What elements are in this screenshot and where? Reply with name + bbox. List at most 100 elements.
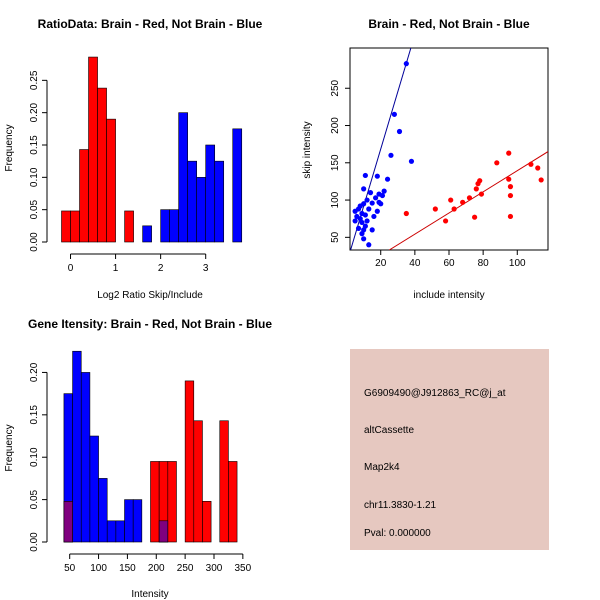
scatter-point-red bbox=[507, 192, 514, 199]
scatter-point-blue bbox=[361, 236, 367, 242]
scatter-y-tick-label: 100 bbox=[330, 191, 341, 208]
ratio-bar-blue bbox=[232, 128, 243, 243]
ratio-histogram-xlabel: Log2 Ratio Skip/Include bbox=[97, 290, 203, 301]
gene-x-tick-label: 100 bbox=[90, 563, 107, 574]
scatter-point-blue bbox=[359, 219, 365, 226]
ratio-bar-red bbox=[70, 210, 80, 243]
scatter-point-red bbox=[494, 160, 500, 166]
scatter-point-blue bbox=[362, 172, 368, 179]
scatter-point-blue bbox=[381, 188, 387, 194]
gene-histogram-title: Gene Itensity: Brain - Red, Not Brain - … bbox=[28, 317, 272, 331]
scatter-point-blue bbox=[369, 227, 375, 233]
ratio-bar-blue bbox=[178, 112, 188, 243]
ratio-histogram-ylabel: Frequency bbox=[4, 124, 15, 171]
gene-bar-overlap bbox=[158, 520, 169, 543]
scatter-points bbox=[352, 61, 544, 248]
gene-bar-red bbox=[150, 461, 160, 543]
scatter-point-blue bbox=[361, 201, 367, 207]
gene-histogram-axes: 50 100 150 200 250 300 350 0.00 0.05 0.10 0.15 0.20 bbox=[29, 362, 252, 574]
gene-bar-red bbox=[193, 420, 203, 543]
gene-x-tick-label: 150 bbox=[119, 563, 136, 574]
gene-y-tick-label: 0.10 bbox=[29, 447, 40, 467]
intensity-scatter: Brain - Red, Not Brain - Blue 20 40 60 80 10… bbox=[302, 17, 549, 301]
gene-bar-blue bbox=[72, 350, 82, 543]
scatter-y-tick-label: 200 bbox=[330, 117, 341, 134]
scatter-y-tick-label: 50 bbox=[330, 231, 341, 243]
scatter-point-red bbox=[538, 177, 544, 183]
fit-line-blue bbox=[350, 48, 412, 250]
gene-intensity-histogram: Gene Itensity: Brain - Red, Not Brain - … bbox=[4, 317, 272, 600]
scatter-point-red bbox=[460, 199, 466, 205]
scatter-point-blue bbox=[362, 223, 368, 229]
scatter-point-blue bbox=[379, 192, 386, 199]
ratio-bar-red bbox=[79, 149, 89, 243]
scatter-point-red bbox=[466, 195, 473, 201]
scatter-point-blue bbox=[355, 225, 362, 231]
scatter-point-blue bbox=[369, 200, 375, 206]
scatter-point-blue bbox=[396, 128, 403, 135]
gene-y-tick-label: 0.05 bbox=[29, 489, 40, 509]
scatter-y-tick-label: 250 bbox=[330, 79, 341, 96]
ratio-bar-blue bbox=[187, 160, 197, 243]
gene-y-tick-label: 0.00 bbox=[29, 532, 40, 552]
gene-bar-red bbox=[219, 420, 229, 543]
gene-bar-red bbox=[228, 461, 238, 543]
gene-y-tick-label: 0.20 bbox=[29, 362, 40, 382]
ratio-y-tick-label: 0.20 bbox=[29, 102, 40, 122]
scatter-point-blue bbox=[391, 111, 397, 117]
scatter-point-red bbox=[403, 210, 409, 217]
gene-bar-blue bbox=[115, 520, 125, 543]
scatter-point-red bbox=[442, 218, 449, 224]
ratio-y-tick-label: 0.25 bbox=[29, 70, 40, 90]
scatter-title: Brain - Red, Not Brain - Blue bbox=[368, 17, 530, 31]
scatter-point-red bbox=[506, 150, 512, 156]
ratio-y-tick-label: 0.05 bbox=[29, 199, 40, 219]
ratio-x-tick-label: 0 bbox=[68, 263, 74, 274]
scatter-point-blue bbox=[408, 158, 415, 164]
gene-histogram-ylabel: Frequency bbox=[4, 424, 15, 471]
gene-bar-red bbox=[167, 461, 177, 543]
ratio-bar-blue bbox=[142, 225, 152, 243]
gene-x-tick-label: 300 bbox=[206, 563, 223, 574]
scatter-point-blue bbox=[364, 197, 370, 203]
info-panel-background bbox=[350, 349, 549, 550]
ratio-y-tick-label: 0.15 bbox=[29, 135, 40, 155]
scatter-point-red bbox=[472, 214, 478, 220]
ratio-bar-blue bbox=[196, 177, 206, 243]
scatter-point-red bbox=[478, 191, 485, 197]
ratio-bar-red bbox=[106, 118, 116, 243]
gene-y-tick-label: 0.15 bbox=[29, 405, 40, 425]
gene-x-tick-label: 200 bbox=[148, 563, 165, 574]
gene-x-tick-label: 50 bbox=[64, 563, 76, 574]
scatter-point-blue bbox=[373, 195, 379, 201]
scatter-point-blue bbox=[352, 218, 358, 224]
scatter-point-blue bbox=[362, 212, 368, 218]
scatter-point-red bbox=[507, 213, 514, 220]
gene-name: Map2k4 bbox=[364, 462, 400, 473]
scatter-x-tick-label: 20 bbox=[375, 258, 387, 269]
scatter-point-blue bbox=[403, 61, 409, 67]
gene-bar-blue bbox=[132, 499, 143, 543]
ratio-bar-blue bbox=[205, 144, 216, 243]
scatter-axes: 20 40 60 80 100 50 100 150 200 250 bbox=[330, 79, 526, 269]
ratio-histogram-axes: 0 1 2 3 0.00 0.05 0.10 0.15 0.20 0.25 bbox=[29, 70, 209, 274]
ratio-histogram-title: RatioData: Brain - Red, Not Brain - Blue bbox=[38, 17, 263, 31]
event-type: altCassette bbox=[364, 425, 414, 436]
ratio-x-tick-label: 1 bbox=[113, 263, 119, 274]
scatter-point-red bbox=[506, 176, 512, 182]
scatter-point-red bbox=[528, 161, 534, 167]
scatter-point-red bbox=[448, 197, 454, 203]
gene-bar-overlap bbox=[63, 501, 73, 543]
scatter-x-tick-label: 100 bbox=[509, 258, 526, 269]
scatter-point-blue bbox=[366, 206, 372, 212]
ratio-histogram: RatioData: Brain - Red, Not Brain - Blue… bbox=[4, 17, 263, 301]
scatter-point-blue bbox=[384, 176, 391, 182]
ratio-bar-red bbox=[124, 210, 134, 243]
gene-histogram-bars bbox=[63, 350, 238, 543]
scatter-point-red bbox=[451, 206, 457, 212]
info-panel: G6909490@J912863_RC@j_at altCassette Map… bbox=[350, 349, 549, 550]
gene-bar-blue bbox=[89, 435, 99, 543]
gene-histogram-xlabel: Intensity bbox=[131, 589, 168, 600]
scatter-point-blue bbox=[371, 213, 377, 220]
